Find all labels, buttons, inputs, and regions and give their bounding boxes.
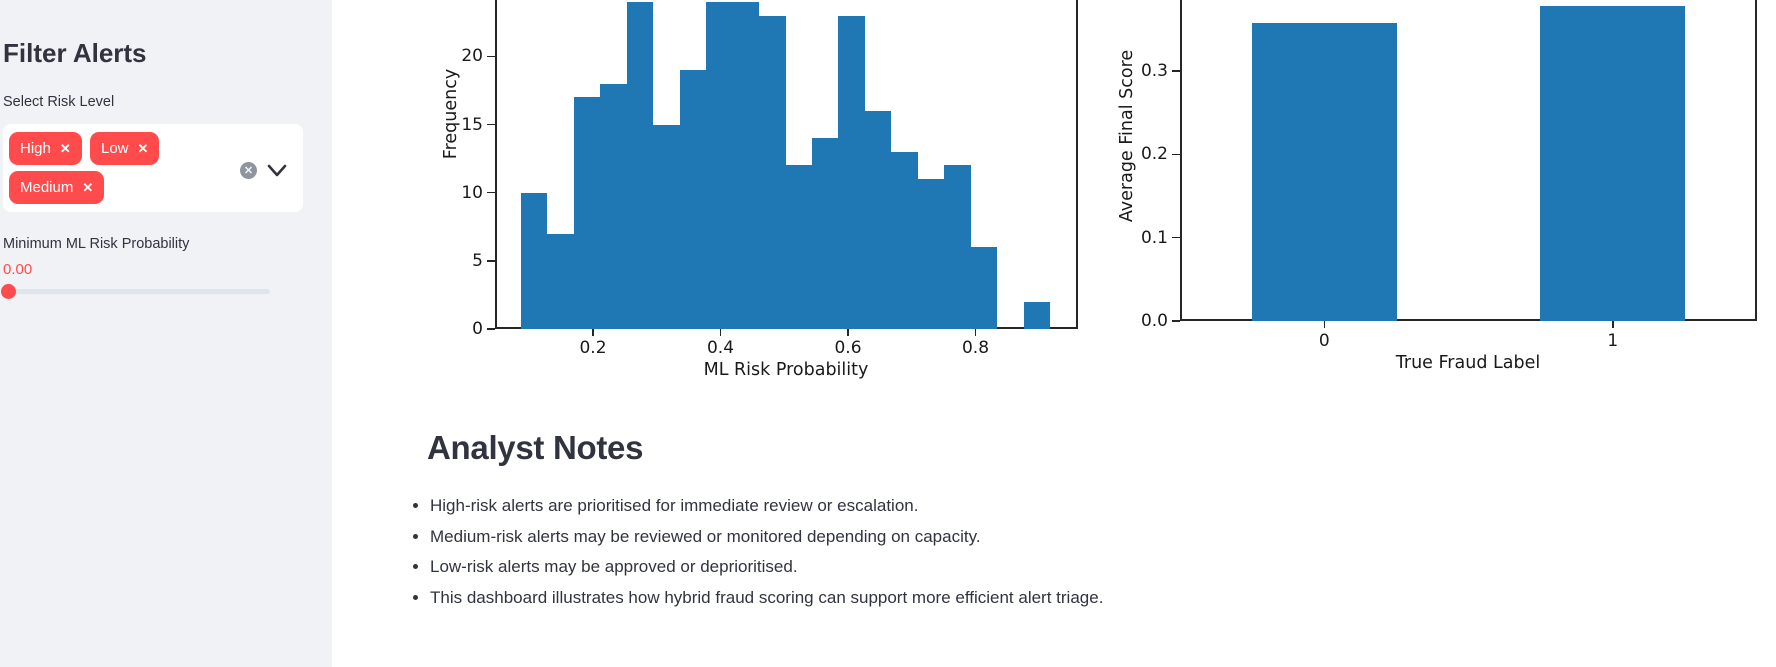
x-tick-label: 0.2 (579, 338, 607, 358)
pill-medium-label: Medium (20, 179, 74, 196)
histogram-bar (520, 192, 548, 329)
bar-chart-xlabel: True Fraud Label (1395, 353, 1541, 373)
pill-low[interactable]: Low ✕ (90, 132, 160, 165)
x-tick-mark (592, 329, 594, 336)
y-tick-label: 20 (461, 46, 483, 67)
histogram-bar (547, 233, 574, 329)
slider-value: 0.00 (3, 261, 33, 278)
pill-low-remove-icon[interactable]: ✕ (137, 141, 149, 156)
y-tick-mark (487, 328, 495, 330)
histogram-bar (679, 70, 707, 329)
histogram-bar (759, 15, 786, 329)
note-item: High-risk alerts are prioritised for imm… (430, 496, 1330, 516)
histogram-bar (706, 1, 733, 329)
histogram-bar (653, 124, 680, 329)
note-item: This dashboard illustrates how hybrid fr… (430, 588, 1330, 608)
x-tick-mark (974, 329, 977, 336)
pill-high-label: High (20, 140, 51, 157)
histogram-xlabel: ML Risk Probability (703, 360, 869, 380)
y-tick-label: 0 (472, 319, 483, 339)
note-item: Low-risk alerts may be approved or depri… (430, 557, 1330, 577)
histogram-bar (811, 138, 839, 329)
histogram-bar (732, 1, 760, 329)
histogram-bar (917, 179, 945, 329)
bar-chart-bar (1251, 22, 1397, 321)
chevron-down-icon[interactable] (266, 163, 288, 178)
y-tick-label: 5 (472, 250, 483, 271)
pill-high-remove-icon[interactable]: ✕ (59, 141, 71, 156)
y-tick-label: 0.2 (1140, 144, 1168, 165)
pill-high[interactable]: High ✕ (9, 132, 82, 165)
x-tick-mark (847, 329, 849, 336)
histogram-bar (573, 97, 601, 329)
pill-medium-remove-icon[interactable]: ✕ (82, 180, 94, 195)
pill-low-label: Low (101, 140, 129, 157)
sidebar-title: Filter Alerts (3, 38, 147, 68)
clear-all-icon[interactable]: ✕ (240, 162, 257, 179)
slider-thumb[interactable] (1, 284, 16, 299)
y-tick-mark (1172, 153, 1180, 156)
y-tick-label: 15 (461, 114, 483, 135)
histogram-bar (970, 247, 998, 329)
x-tick-label: 1 (1607, 331, 1619, 351)
y-tick-mark (1172, 70, 1180, 72)
histogram-bar (626, 1, 654, 329)
note-item: Medium-risk alerts may be reviewed or mo… (430, 527, 1330, 547)
notes-list: High-risk alerts are prioritised for imm… (430, 496, 1330, 618)
histogram-bar (891, 151, 918, 329)
slider-track[interactable] (2, 289, 270, 294)
notes-title: Analyst Notes (427, 429, 644, 466)
histogram-bar (944, 165, 971, 329)
y-tick-mark (487, 191, 495, 194)
y-tick-label: 0.3 (1140, 61, 1168, 82)
y-tick-label: 0.0 (1140, 311, 1168, 331)
histogram-bar (600, 83, 627, 329)
x-tick-label: 0 (1318, 331, 1330, 351)
bar-chart-bar (1540, 6, 1686, 321)
y-tick-label: 0.1 (1140, 227, 1168, 248)
histogram-bar (864, 110, 892, 329)
y-tick-label: 10 (461, 182, 483, 203)
sidebar: Filter Alerts Select Risk Level High ✕ L… (0, 0, 332, 667)
x-tick-mark (719, 329, 722, 336)
x-tick-mark (1612, 321, 1614, 328)
y-tick-mark (487, 123, 495, 126)
y-tick-mark (487, 260, 495, 262)
y-tick-mark (1172, 236, 1180, 239)
y-tick-mark (487, 55, 495, 58)
risk-level-label: Select Risk Level (3, 94, 115, 110)
slider-label: Minimum ML Risk Probability (3, 236, 190, 252)
histogram-bar (1023, 301, 1051, 329)
x-tick-label: 0.4 (706, 338, 735, 358)
x-tick-label: 0.6 (834, 338, 862, 358)
x-tick-mark (1323, 321, 1325, 328)
x-tick-label: 0.8 (961, 338, 990, 358)
histogram-bar (838, 15, 865, 329)
pill-medium[interactable]: Medium ✕ (9, 171, 105, 204)
histogram-bar (785, 165, 812, 329)
bar-chart (1180, 0, 1757, 321)
y-tick-mark (1172, 320, 1180, 322)
risk-level-multiselect[interactable]: High ✕ Low ✕ Medium ✕ ✕ (3, 124, 303, 212)
